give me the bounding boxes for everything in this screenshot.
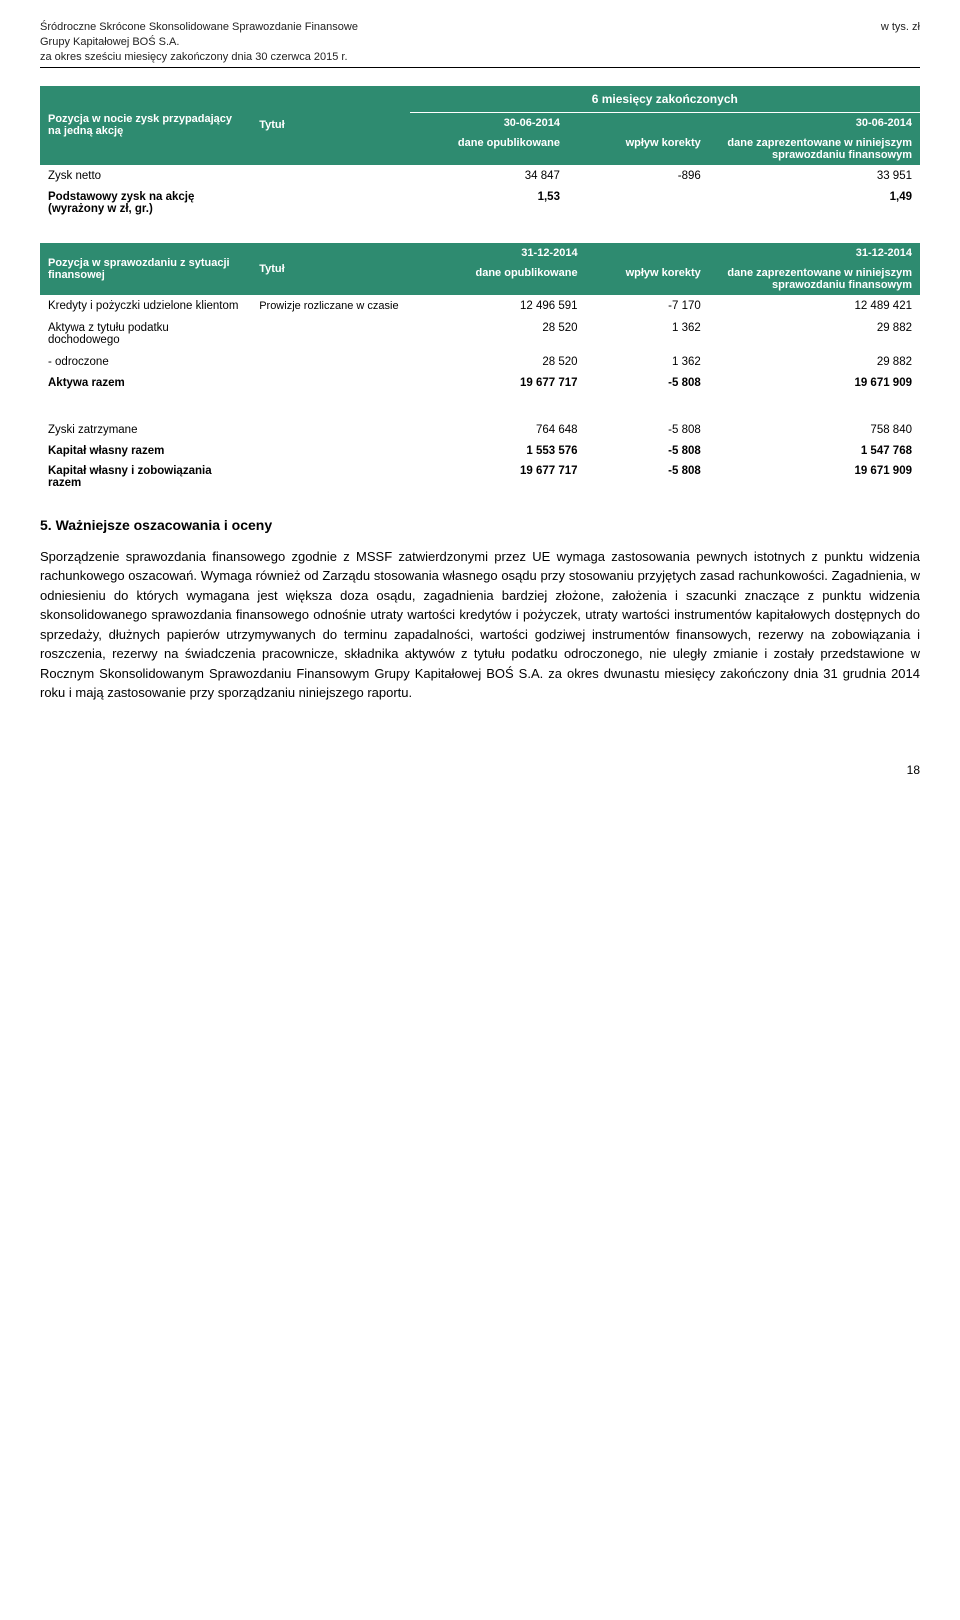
cell-label: Aktywa razem bbox=[40, 373, 251, 393]
section-5-paragraph: Sporządzenie sprawozdania finansowego zg… bbox=[40, 547, 920, 703]
cell-label: - odroczone bbox=[40, 351, 251, 373]
cell-value: 28 520 bbox=[445, 317, 586, 351]
cell-label: Kapitał własny i zobowiązania razem bbox=[40, 461, 251, 493]
table2-col5: dane zaprezentowane w niniejszym sprawoz… bbox=[709, 263, 920, 295]
cell-value: -7 170 bbox=[586, 295, 709, 317]
table-row: Aktywa razem 19 677 717 -5 808 19 671 90… bbox=[40, 373, 920, 393]
table-row: Kapitał własny i zobowiązania razem 19 6… bbox=[40, 461, 920, 493]
section-heading-5: 5. Ważniejsze oszacowania i oceny bbox=[40, 517, 920, 533]
cell-value: 29 882 bbox=[709, 317, 920, 351]
cell-value: 1 547 768 bbox=[709, 441, 920, 461]
table1-date-2: 30-06-2014 bbox=[709, 112, 920, 133]
table1-merged-header: 6 miesięcy zakończonych bbox=[410, 86, 920, 113]
cell-label: Zyski zatrzymane bbox=[40, 419, 251, 441]
table2-date-2: 31-12-2014 bbox=[709, 243, 920, 263]
cell-value: -5 808 bbox=[586, 461, 709, 493]
document-header: Śródroczne Skrócone Skonsolidowane Spraw… bbox=[40, 20, 920, 68]
table2-row-header: Pozycja w sprawozdaniu z sytuacji finans… bbox=[40, 243, 251, 295]
cell-label: Podstawowy zysk na akcję (wyrażony w zł,… bbox=[40, 187, 251, 219]
table-row: Aktywa z tytułu podatku dochodowego 28 5… bbox=[40, 317, 920, 351]
header-line-3: za okres sześciu miesięcy zakończony dni… bbox=[40, 50, 920, 68]
cell-label: Zysk netto bbox=[40, 165, 251, 187]
table-row: Zyski zatrzymane 764 648 -5 808 758 840 bbox=[40, 419, 920, 441]
table1-date-1: 30-06-2014 bbox=[410, 112, 568, 133]
header-unit: w tys. zł bbox=[881, 20, 920, 35]
table-row: - odroczone 28 520 1 362 29 882 bbox=[40, 351, 920, 373]
cell-value: 1 362 bbox=[586, 317, 709, 351]
cell-label: Kapitał własny razem bbox=[40, 441, 251, 461]
header-line-2: Grupy Kapitałowej BOŚ S.A. bbox=[40, 35, 920, 50]
table-row: Kredyty i pożyczki udzielone klientom Pr… bbox=[40, 295, 920, 317]
table-eps: Pozycja w nocie zysk przypadający na jed… bbox=[40, 86, 920, 219]
cell-value: 19 677 717 bbox=[445, 461, 586, 493]
table-row: Zysk netto 34 847 -896 33 951 bbox=[40, 165, 920, 187]
cell-value: 19 671 909 bbox=[709, 373, 920, 393]
cell-value bbox=[568, 187, 709, 219]
table1-col3: dane opublikowane bbox=[410, 133, 568, 165]
cell-value: 29 882 bbox=[709, 351, 920, 373]
table1-col4: wpływ korekty bbox=[568, 133, 709, 165]
header-title-left: Śródroczne Skrócone Skonsolidowane Spraw… bbox=[40, 20, 358, 35]
cell-value: 758 840 bbox=[709, 419, 920, 441]
cell-value: -5 808 bbox=[586, 441, 709, 461]
cell-label: Kredyty i pożyczki udzielone klientom bbox=[40, 295, 251, 317]
cell-value: 12 489 421 bbox=[709, 295, 920, 317]
table2-date-1: 31-12-2014 bbox=[445, 243, 586, 263]
table-row: Podstawowy zysk na akcję (wyrażony w zł,… bbox=[40, 187, 920, 219]
cell-value: 12 496 591 bbox=[445, 295, 586, 317]
cell-value: 34 847 bbox=[410, 165, 568, 187]
cell-value: 1 362 bbox=[586, 351, 709, 373]
cell-value: 1,49 bbox=[709, 187, 920, 219]
cell-value: 19 677 717 bbox=[445, 373, 586, 393]
cell-value: -5 808 bbox=[586, 419, 709, 441]
cell-value: Prowizje rozliczane w czasie bbox=[251, 295, 445, 317]
table1-col5: dane zaprezentowane w niniejszym sprawoz… bbox=[709, 133, 920, 165]
cell-value: 19 671 909 bbox=[709, 461, 920, 493]
header-line-1: Śródroczne Skrócone Skonsolidowane Spraw… bbox=[40, 20, 920, 35]
cell-value: 33 951 bbox=[709, 165, 920, 187]
table1-row-header: Pozycja w nocie zysk przypadający na jed… bbox=[40, 86, 251, 165]
table2-col4: wpływ korekty bbox=[586, 263, 709, 295]
cell-value: -896 bbox=[568, 165, 709, 187]
cell-value: -5 808 bbox=[586, 373, 709, 393]
table2-col2: Tytuł bbox=[251, 243, 445, 295]
page-number: 18 bbox=[40, 763, 920, 777]
table-row: Kapitał własny razem 1 553 576 -5 808 1 … bbox=[40, 441, 920, 461]
cell-value: 764 648 bbox=[445, 419, 586, 441]
table1-col2: Tytuł bbox=[251, 86, 409, 165]
cell-value: 1,53 bbox=[410, 187, 568, 219]
cell-value: 28 520 bbox=[445, 351, 586, 373]
table-balance: Pozycja w sprawozdaniu z sytuacji finans… bbox=[40, 243, 920, 493]
cell-value: 1 553 576 bbox=[445, 441, 586, 461]
cell-label: Aktywa z tytułu podatku dochodowego bbox=[40, 317, 251, 351]
table2-col3: dane opublikowane bbox=[445, 263, 586, 295]
